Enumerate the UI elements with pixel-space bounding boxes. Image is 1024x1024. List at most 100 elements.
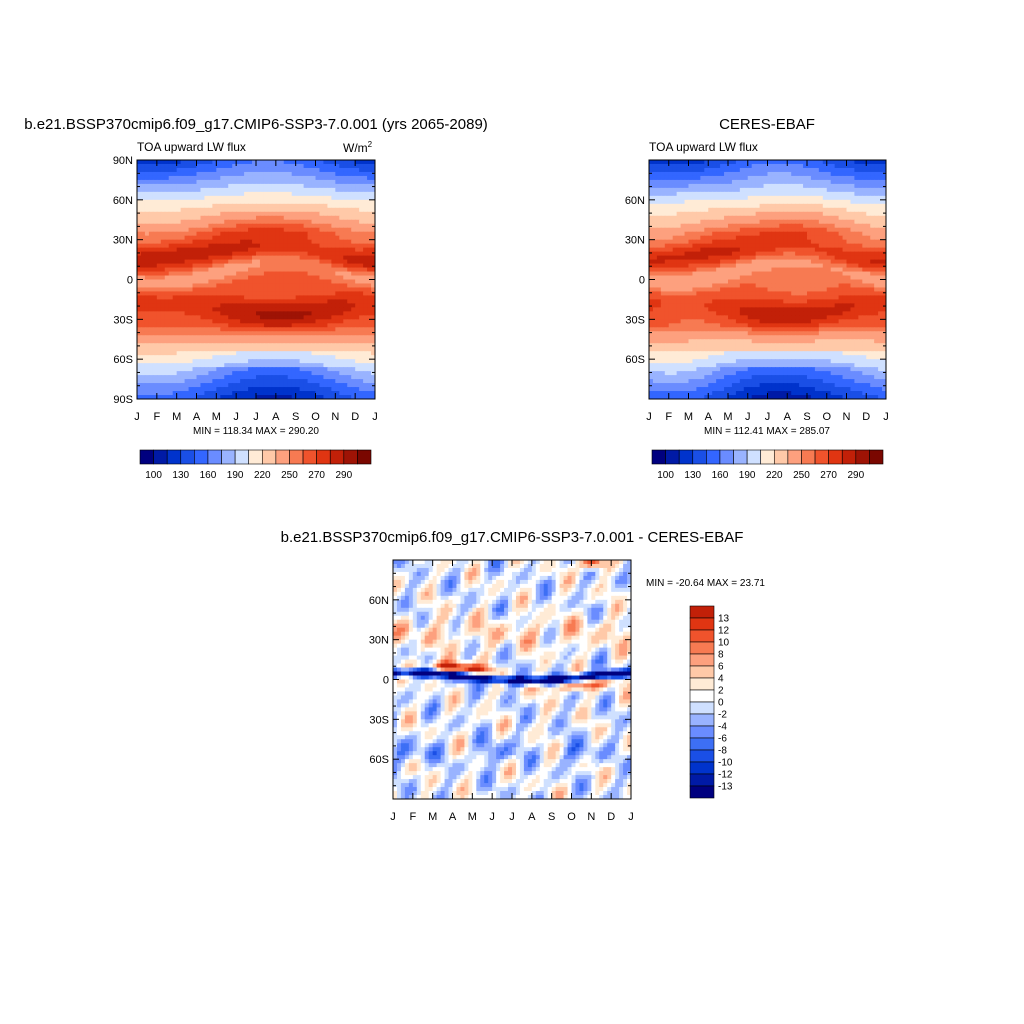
model-cell	[148, 219, 154, 225]
obs-cell	[791, 167, 796, 173]
model-cell	[339, 299, 344, 304]
model-cell	[295, 271, 301, 277]
model-cell	[172, 331, 178, 336]
model-cell	[184, 191, 190, 197]
model-cell	[327, 359, 332, 364]
model-cell	[204, 231, 209, 237]
model-cell	[319, 207, 325, 213]
obs-cell	[700, 175, 705, 181]
model-cell	[263, 160, 269, 165]
obs-cell	[656, 223, 662, 229]
obs-cell	[878, 227, 883, 233]
model-cell	[291, 211, 297, 217]
model-cell	[240, 299, 245, 304]
model-cell	[291, 335, 297, 340]
obs-cell	[795, 235, 800, 241]
model-cell	[164, 371, 170, 376]
model-cell	[339, 219, 344, 225]
obs-cell	[842, 231, 848, 237]
model-cell	[168, 371, 174, 376]
model-cell	[148, 359, 154, 364]
model-cell	[212, 207, 217, 213]
model-cell	[144, 379, 150, 384]
model-cell	[220, 295, 225, 301]
model-cell	[200, 295, 206, 301]
model-cell	[363, 271, 368, 277]
obs-cell	[672, 227, 678, 233]
model-cell	[196, 179, 202, 185]
obs-cell	[783, 219, 788, 225]
model-cell	[244, 291, 249, 297]
model-cell	[311, 263, 317, 269]
model-cell	[144, 211, 150, 217]
model-cell	[295, 323, 301, 328]
obs-cell	[834, 235, 840, 241]
obs-cell	[763, 215, 769, 221]
obs-cell	[755, 239, 761, 245]
model-cell	[295, 299, 301, 304]
obs-cell	[652, 211, 658, 217]
model-cell	[339, 287, 344, 293]
model-cell	[291, 199, 297, 205]
model-cell	[331, 227, 336, 233]
model-cell	[180, 331, 186, 336]
obs-cell	[771, 183, 776, 189]
model-cell	[327, 315, 332, 320]
model-cell	[259, 235, 265, 241]
model-cell	[363, 375, 368, 380]
model-cell	[200, 263, 206, 269]
model-cell	[283, 247, 289, 253]
model-cell	[140, 275, 146, 281]
model-cell	[164, 303, 170, 308]
model-cell	[148, 247, 154, 253]
model-cell	[299, 179, 305, 185]
obs-cell	[696, 191, 701, 197]
model-cell	[216, 183, 221, 189]
model-cell	[244, 267, 249, 273]
obs-cell	[735, 187, 741, 193]
model-cell	[137, 231, 142, 237]
obs-cell	[866, 167, 871, 173]
obs-cell	[763, 160, 769, 165]
model-cell	[323, 331, 328, 336]
obs-cell	[830, 171, 836, 177]
obs-cell	[787, 207, 792, 213]
model-cell	[359, 160, 364, 165]
obs-cell	[882, 167, 886, 173]
model-cell	[140, 223, 146, 229]
model-cell	[351, 215, 356, 221]
obs-cell	[668, 219, 674, 225]
model-cell	[371, 327, 375, 332]
obs-cell	[818, 183, 824, 189]
model-cell	[160, 383, 166, 388]
model-cell	[327, 179, 332, 185]
model-cell	[351, 175, 356, 181]
obs-cell	[822, 231, 828, 237]
model-cell	[319, 387, 325, 392]
obs-cell	[783, 239, 788, 245]
model-cell	[160, 175, 166, 181]
model-cell	[347, 243, 352, 249]
obs-cell	[680, 183, 686, 189]
model-cell	[188, 187, 194, 193]
model-cell	[228, 283, 233, 289]
model-cell	[267, 295, 273, 301]
obs-cell	[700, 235, 705, 241]
model-cell	[204, 295, 209, 301]
model-cell	[339, 391, 344, 396]
model-cell	[220, 291, 225, 297]
model-cell	[208, 279, 213, 285]
obs-cell	[882, 187, 886, 193]
model-cell	[216, 311, 221, 316]
obs-cell	[810, 187, 816, 193]
model-cell	[156, 235, 162, 241]
obs-cell	[751, 179, 757, 185]
model-cell	[248, 295, 253, 301]
obs-cell	[704, 215, 709, 221]
model-cell	[347, 235, 352, 241]
model-cell	[252, 215, 257, 221]
model-cell	[339, 160, 344, 165]
model-cell	[299, 355, 305, 360]
model-cell	[347, 295, 352, 301]
model-cell	[168, 251, 174, 257]
